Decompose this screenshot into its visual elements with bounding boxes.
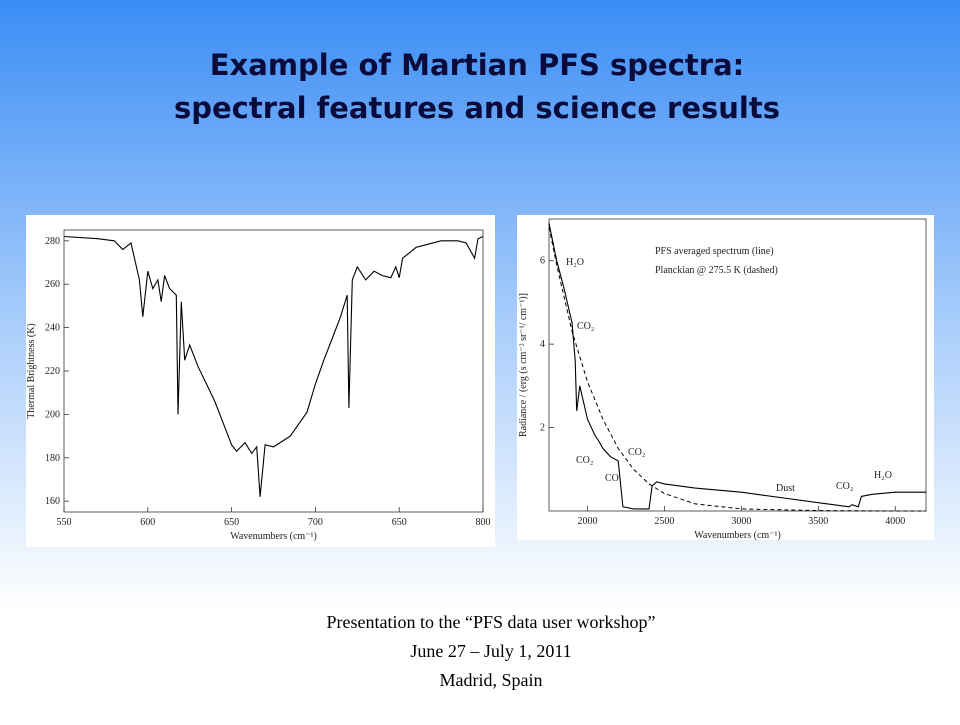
legend-entry: Planckian @ 275.5 K (dashed): [655, 265, 778, 276]
y-tick-label: 260: [45, 279, 60, 290]
y-tick-label: 220: [45, 366, 60, 377]
y-tick-label: 180: [45, 453, 60, 464]
y-tick-label: 200: [45, 409, 60, 420]
y-tick-label: 280: [45, 236, 60, 247]
x-tick-label: 2000: [577, 516, 597, 527]
x-tick-label: 700: [308, 517, 323, 528]
x-tick-label: 3000: [731, 516, 751, 527]
y-tick-label: 160: [45, 496, 60, 507]
x-tick-label: 3500: [808, 516, 828, 527]
series-line: [548, 227, 926, 512]
x-axis-label: Wavenumbers (cm⁻¹): [230, 531, 317, 542]
annotation: CO₂: [576, 455, 593, 466]
footer-line: Presentation to the “PFS data user works…: [327, 612, 656, 632]
y-axis-label: Radiance / (erg (s cm⁻² sr⁻¹/ cm⁻¹)]: [518, 293, 529, 437]
x-tick-label: 600: [140, 517, 155, 528]
y-tick-label: 2: [540, 423, 545, 434]
x-tick-label: 800: [476, 517, 491, 528]
annotation: CO₂: [577, 321, 594, 332]
chart-panel: [26, 215, 495, 547]
y-tick-label: 6: [540, 256, 545, 267]
annotation: CO₂: [836, 481, 853, 492]
y-axis-label: Thermal Brightness (K): [26, 323, 37, 419]
series-line: [63, 235, 484, 497]
title-line: spectral features and science results: [174, 91, 780, 125]
y-tick-label: 4: [540, 339, 545, 350]
x-tick-label: 2500: [654, 516, 674, 527]
annotation: CO₂: [628, 447, 645, 458]
series-line: [548, 223, 926, 510]
title-line: Example of Martian PFS spectra:: [210, 48, 745, 82]
plot-frame: [548, 218, 927, 512]
x-tick-label: 550: [57, 517, 72, 528]
legend-entry: PFS averaged spectrum (line): [655, 246, 774, 257]
annotation: H₂O: [874, 470, 892, 481]
charts: 550 600 650 700 650 800 160 180 200 220 240 260 280 W…: [26, 218, 927, 542]
annotation: Dust: [776, 483, 795, 494]
x-tick-label: 4000: [885, 516, 905, 527]
footer-line: Madrid, Spain: [440, 670, 543, 690]
y-tick-label: 240: [45, 323, 60, 334]
annotation: CO: [605, 473, 619, 484]
x-tick-label: 650: [392, 517, 407, 528]
footer-line: June 27 – July 1, 2011: [410, 641, 571, 661]
x-axis-label: Wavenumbers (cm⁻¹): [694, 530, 781, 541]
x-tick-label: 650: [224, 517, 239, 528]
annotation: H₂O: [566, 257, 584, 268]
